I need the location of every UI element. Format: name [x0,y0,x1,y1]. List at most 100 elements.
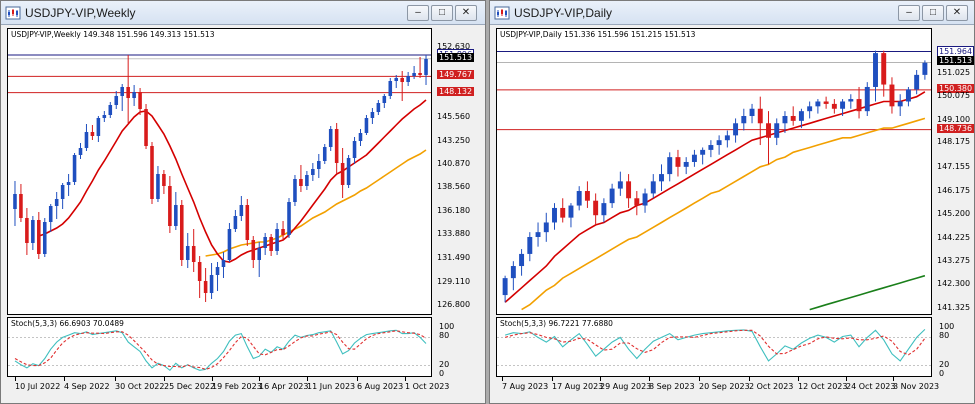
minimize-button[interactable]: ‒ [407,5,429,21]
candle [766,111,771,165]
candle [168,176,172,233]
candle [150,142,154,204]
candle [840,99,846,117]
candle-body [700,149,706,155]
candle [322,144,327,164]
stochastic-chart-canvas[interactable] [8,318,432,377]
minimize-icon: ‒ [906,7,912,18]
price-tick-label: 150.380 [937,83,975,93]
candle-body [311,169,315,175]
candle [120,84,124,111]
stochastic-chart-canvas[interactable] [497,318,932,377]
candle [179,200,184,266]
price-tick-label: 133.880 [437,229,471,239]
price-chart-area[interactable]: USDJPY-VIP,Weekly 149.348 151.596 149.31… [7,28,432,315]
candle-body [724,135,730,141]
date-tick-label: 2 Oct 2023 [749,382,794,391]
candle-body [209,275,214,293]
price-chart-canvas[interactable] [8,29,432,315]
date-tick-label: 10 Jul 2022 [15,382,61,391]
candle-body [174,205,178,226]
date-tick-mark [115,377,116,381]
candle-body [708,145,714,150]
candle-body [905,89,911,102]
candle [774,118,780,146]
candle-body [716,140,722,146]
candle-body [815,101,821,107]
candle [299,165,303,192]
candle [424,55,428,85]
maximize-button[interactable]: □ [922,5,944,21]
price-tick-label: 126.800 [437,300,471,309]
ma-slow-line [809,274,926,311]
candle-body [72,155,77,182]
price-tick-label: 148.132 [437,86,475,96]
candle-body [281,229,285,235]
candle-body [502,278,508,296]
stochastic-chart-area[interactable]: Stoch(5,3,3) 96.7221 77.6880 [496,317,932,377]
minimize-button[interactable]: ‒ [898,5,920,21]
candle-body [667,157,673,175]
date-tick-mark [649,377,650,381]
candle [864,82,870,117]
candle [42,218,47,257]
date-tick-mark [64,377,65,381]
title-bar[interactable]: USDJPY-VIP,Daily ‒ □ ✕ [490,1,974,25]
candle [245,199,250,246]
candle-body [257,248,262,260]
daily-chart-window[interactable]: USDJPY-VIP,Daily ‒ □ ✕ USDJPY-VIP,Daily … [489,0,975,404]
candle-body [132,92,136,98]
stochastic-chart-area[interactable]: Stoch(5,3,3) 66.6903 70.0489 [7,317,432,377]
candle-body [749,108,755,117]
candle [287,198,291,238]
candle [576,186,582,211]
close-button[interactable]: ✕ [946,5,968,21]
candle [269,234,273,256]
stoch-main-line [14,329,427,372]
candle-body [406,76,410,82]
minimize-icon: ‒ [415,7,421,18]
candle-body [584,191,590,201]
price-chart-canvas[interactable] [497,29,932,315]
candle [263,233,267,255]
candle-body [287,202,291,235]
date-tick-label: 6 Aug 2023 [357,382,404,391]
price-tick-label: 131.490 [437,253,471,263]
candle-body [897,101,903,107]
candle-body [126,87,130,98]
stoch-tick-label: 80 [439,331,450,341]
candle [412,66,416,79]
candle-body [601,203,607,216]
candle [72,153,77,185]
candle-body [19,194,23,218]
candle-body [510,266,516,279]
price-chart-area[interactable]: USDJPY-VIP,Daily 151.336 151.596 151.215… [496,28,932,315]
candle-body [683,161,689,167]
candle [156,166,160,202]
candle [352,137,357,164]
candle-body [334,129,339,163]
candle [305,171,309,190]
stoch-signal-line [504,329,926,356]
candle-body [108,105,113,115]
candle-body [13,194,17,209]
candle [328,126,333,151]
candle-body [394,78,399,81]
candle-body [185,246,190,260]
candle [502,275,508,303]
candle-body [370,112,375,118]
title-bar[interactable]: USDJPY-VIP,Weekly ‒ □ ✕ [1,1,485,25]
candle [185,233,190,268]
price-tick-label: 152.630 [437,41,471,51]
candle-body [757,108,763,124]
candle [406,72,410,86]
price-tick-label: 151.513 [437,52,475,62]
weekly-chart-window[interactable]: USDJPY-VIP,Weekly ‒ □ ✕ USDJPY-VIP,Weekl… [0,0,486,404]
close-button[interactable]: ✕ [455,5,477,21]
candle-body [25,218,29,243]
candle-body [552,207,557,223]
maximize-button[interactable]: □ [431,5,453,21]
candle-body [424,59,428,75]
candle-body [388,81,393,96]
candle [174,192,178,230]
